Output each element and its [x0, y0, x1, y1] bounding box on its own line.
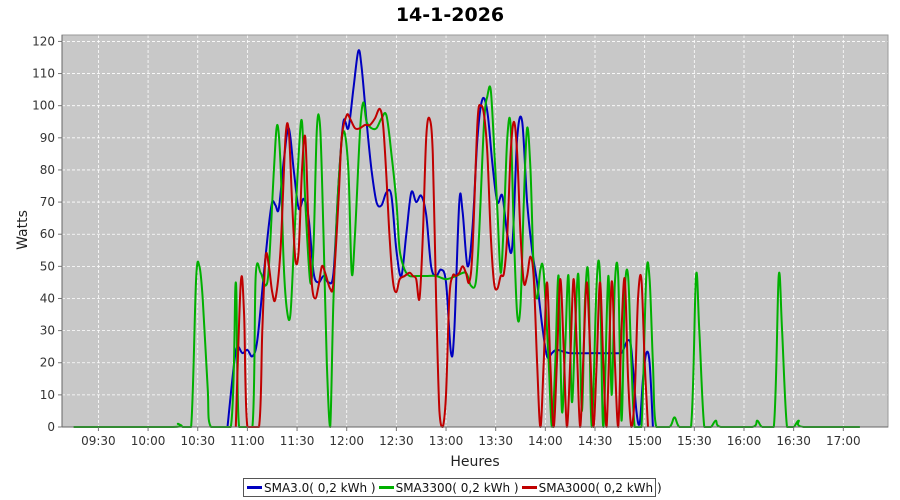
x-tick-label: 14:00	[528, 434, 563, 448]
x-tick-label: 16:30	[776, 434, 811, 448]
x-tick-label: 13:30	[478, 434, 513, 448]
legend-label-sma3300: SMA3300( 0,2 kWh )	[395, 480, 519, 495]
x-tick-label: 12:00	[329, 434, 364, 448]
x-tick-label: 15:00	[627, 434, 662, 448]
legend-item-sma30: SMA3.0( 0,2 kWh )	[247, 481, 376, 495]
legend-item-sma3000: SMA3000( 0,2 kWh )	[521, 480, 662, 495]
x-tick-label: 09:30	[81, 434, 116, 448]
x-tick-label: 10:00	[131, 434, 166, 448]
y-tick-label: 80	[40, 163, 55, 177]
legend-label-sma3000: SMA3000( 0,2 kWh )	[538, 480, 662, 495]
y-tick-label: 110	[32, 67, 55, 81]
y-tick-label: 10	[40, 388, 55, 402]
y-tick-label: 90	[40, 131, 55, 145]
legend-swatch-sma3000	[521, 486, 537, 489]
plot-area	[62, 35, 888, 427]
series-line-2	[234, 103, 649, 428]
y-tick-label: 120	[32, 34, 55, 48]
x-tick-label: 11:30	[280, 434, 315, 448]
x-axis-label: Heures	[450, 454, 499, 470]
y-axis-label: Watts	[15, 210, 31, 250]
y-tick-label: 0	[47, 420, 55, 434]
x-tick-label: 17:00	[826, 434, 861, 448]
y-tick-label: 20	[40, 356, 55, 370]
x-tick-label: 12:30	[379, 434, 414, 448]
x-tick-label: 14:30	[578, 434, 613, 448]
legend: SMA3.0( 0,2 kWh ) SMA3300( 0,2 kWh ) SMA…	[243, 478, 662, 497]
x-tick-label: 16:00	[727, 434, 762, 448]
legend-swatch-sma30	[247, 486, 262, 489]
chart-title: 14-1-2026	[396, 4, 504, 26]
legend-swatch-sma3300	[378, 486, 394, 489]
y-tick-label: 50	[40, 259, 55, 273]
series-line-1	[73, 85, 860, 429]
x-tick-label: 10:30	[180, 434, 215, 448]
legend-label-sma30: SMA3.0( 0,2 kWh )	[264, 480, 376, 495]
x-tick-label: 11:00	[230, 434, 265, 448]
y-tick-label: 40	[40, 291, 55, 305]
legend-item-sma3300: SMA3300( 0,2 kWh )	[378, 480, 519, 495]
y-tick-label: 60	[40, 227, 55, 241]
y-tick-label: 70	[40, 195, 55, 209]
x-tick-label: 15:30	[677, 434, 712, 448]
x-tick-label: 13:00	[429, 434, 464, 448]
y-tick-label: 100	[32, 99, 55, 113]
y-tick-label: 30	[40, 324, 55, 338]
